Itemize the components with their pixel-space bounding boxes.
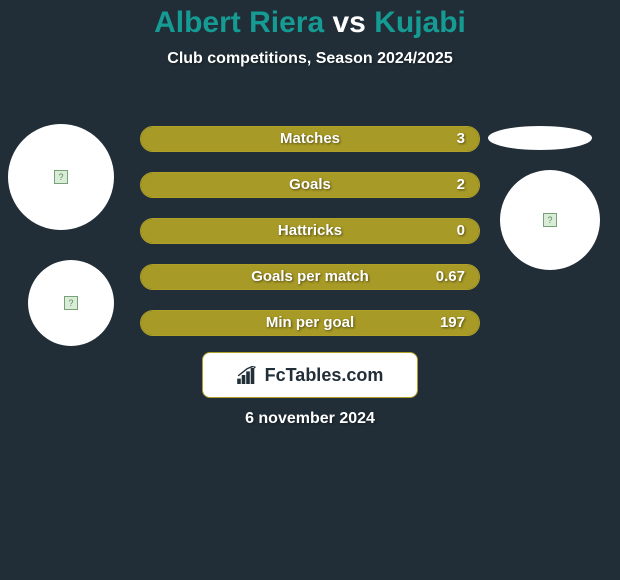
player-avatar: ? (8, 124, 114, 230)
placeholder-icon: ? (64, 296, 78, 310)
stat-label: Goals (141, 173, 479, 197)
stat-row: Min per goal197 (140, 310, 480, 336)
placeholder-icon: ? (543, 213, 557, 227)
vs-text: vs (333, 6, 366, 39)
stat-row: Hattricks0 (140, 218, 480, 244)
subtitle: Club competitions, Season 2024/2025 (0, 50, 620, 68)
stat-value: 0.67 (436, 265, 465, 289)
stats-container: Matches3Goals2Hattricks0Goals per match0… (140, 126, 480, 356)
stat-value: 3 (457, 127, 465, 151)
stat-label: Goals per match (141, 265, 479, 289)
stat-label: Min per goal (141, 311, 479, 335)
player-avatar (488, 126, 592, 150)
stat-row: Matches3 (140, 126, 480, 152)
player-avatar: ? (28, 260, 114, 346)
stat-row: Goals per match0.67 (140, 264, 480, 290)
date-label: 6 november 2024 (0, 410, 620, 428)
player2-name: Kujabi (374, 6, 466, 39)
stat-value: 197 (440, 311, 465, 335)
bar-chart-icon (237, 366, 259, 384)
placeholder-icon: ? (54, 170, 68, 184)
player-avatar: ? (500, 170, 600, 270)
comparison-title: Albert Riera vs Kujabi (0, 0, 620, 40)
stat-label: Matches (141, 127, 479, 151)
stat-value: 2 (457, 173, 465, 197)
stat-row: Goals2 (140, 172, 480, 198)
stat-label: Hattricks (141, 219, 479, 243)
player1-name: Albert Riera (154, 6, 324, 39)
brand-text: FcTables.com (265, 365, 384, 386)
brand-box: FcTables.com (202, 352, 418, 398)
stat-value: 0 (457, 219, 465, 243)
